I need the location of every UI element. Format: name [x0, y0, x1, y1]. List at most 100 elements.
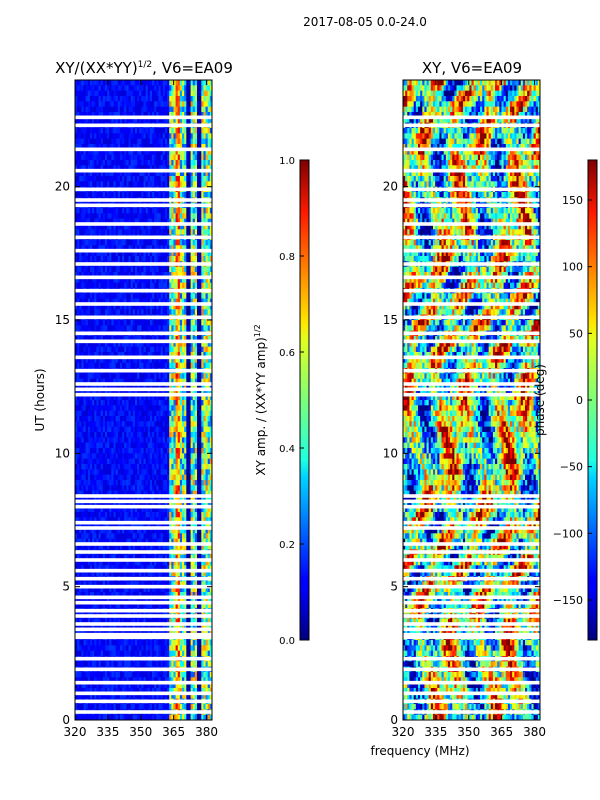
heatmap-cell [117, 384, 121, 390]
heatmap-cell [107, 352, 110, 358]
heatmap-cell [115, 426, 119, 433]
heatmap-cell [128, 224, 132, 230]
heatmap-cell [177, 181, 181, 188]
heatmap-cell [197, 240, 200, 246]
heatmap-cell [102, 352, 106, 358]
heatmap-cell [164, 373, 168, 380]
heatmap-cell [152, 266, 155, 273]
heatmap-cell [143, 490, 147, 497]
heatmap-cell [92, 346, 95, 353]
heatmap-cell [179, 432, 183, 438]
heatmap-cell [154, 282, 157, 289]
heatmap-cell [201, 320, 205, 326]
heatmap-cell [113, 448, 117, 454]
heatmap-cell [126, 154, 130, 161]
heatmap-cell [134, 192, 138, 198]
heatmap-cell [188, 309, 192, 316]
heatmap-cell [171, 448, 175, 454]
heatmap-cell [98, 304, 102, 310]
heatmap-cell [179, 389, 183, 396]
heatmap-cell [156, 245, 160, 252]
heatmap-cell [175, 250, 179, 257]
heatmap-cell [158, 256, 162, 262]
heatmap-cell [104, 106, 108, 113]
heatmap-cell [104, 112, 108, 118]
heatmap-cell [209, 453, 212, 460]
heatmap-cell [98, 325, 102, 332]
heatmap-cell [134, 378, 138, 385]
heatmap-cell [188, 410, 192, 417]
heatmap-cell [119, 378, 123, 385]
heatmap-cell [102, 181, 106, 188]
heatmap-cell [147, 384, 151, 390]
heatmap-cell [154, 101, 157, 108]
heatmap-cell [173, 384, 177, 390]
heatmap-cell [124, 437, 127, 444]
heatmap-cell [92, 437, 95, 444]
heatmap-cell [182, 410, 185, 417]
heatmap-cell [126, 133, 130, 140]
heatmap-cell [205, 394, 209, 401]
heatmap-cell [197, 464, 200, 470]
heatmap-cell [160, 357, 164, 364]
heatmap-cell [203, 346, 207, 353]
heatmap-cell [209, 229, 212, 236]
heatmap-cell [141, 181, 145, 188]
heatmap-cell [156, 213, 160, 220]
heatmap-cell [128, 336, 132, 342]
heatmap-cell [79, 346, 83, 353]
heatmap-cell [194, 442, 198, 449]
heatmap-cell [81, 138, 85, 145]
heatmap-cell [205, 480, 209, 486]
heatmap-cell [145, 389, 149, 396]
heatmap-cell [160, 410, 164, 417]
heatmap-cell [143, 480, 147, 486]
heatmap-cell [111, 240, 115, 246]
heatmap-cell [203, 96, 207, 102]
heatmap-cell [149, 309, 153, 316]
heatmap-cell [152, 160, 155, 166]
heatmap-cell [182, 432, 185, 438]
heatmap-cell [194, 490, 198, 497]
heatmap-cell [87, 485, 91, 492]
heatmap-cell [119, 405, 123, 412]
heatmap-cell [132, 80, 136, 86]
heatmap-cell [100, 421, 104, 428]
heatmap-cell [184, 181, 187, 188]
heatmap-cell [169, 101, 172, 108]
heatmap-cell [94, 117, 98, 124]
heatmap-cell [171, 112, 175, 118]
heatmap-cell [124, 170, 127, 177]
heatmap-cell [75, 282, 78, 289]
heatmap-cell [96, 336, 100, 342]
heatmap-cell [194, 298, 198, 305]
heatmap-cell [107, 282, 110, 289]
heatmap-cell [92, 442, 95, 449]
heatmap-cell [177, 304, 181, 310]
heatmap-cell [100, 138, 104, 145]
heatmap-cell [94, 362, 98, 369]
heatmap-cell [102, 144, 106, 150]
heatmap-cell [188, 160, 192, 166]
heatmap-cell [188, 336, 192, 342]
heatmap-cell [188, 245, 192, 252]
heatmap-cell [194, 128, 198, 134]
heatmap-cell [184, 245, 187, 252]
heatmap-cell [130, 117, 134, 124]
heatmap-cell [186, 474, 190, 481]
heatmap-cell [92, 426, 95, 433]
heatmap-cell [134, 346, 138, 353]
heatmap-cell [113, 437, 117, 444]
heatmap-cell [203, 336, 207, 342]
heatmap-cell [104, 490, 108, 497]
heatmap-cell [134, 256, 138, 262]
heatmap-cell [141, 298, 145, 305]
heatmap-cell [207, 213, 211, 220]
heatmap-cell [81, 400, 85, 406]
heatmap-cell [194, 346, 198, 353]
heatmap-cell [111, 85, 115, 92]
heatmap-cell [130, 250, 134, 257]
heatmap-cell [167, 309, 170, 316]
heatmap-cell [102, 458, 106, 465]
heatmap-cell [207, 282, 211, 289]
